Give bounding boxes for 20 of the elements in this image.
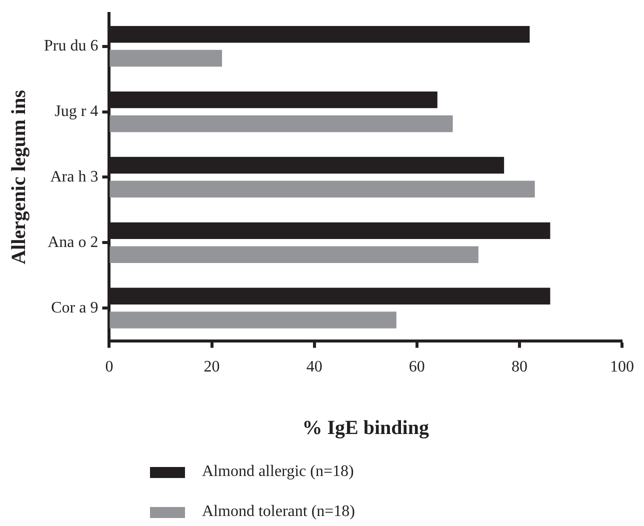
legend-label: Almond allergic (n=18): [202, 463, 354, 481]
bar: [110, 312, 396, 328]
bar: [110, 50, 222, 67]
bar: [110, 246, 478, 263]
x-tick-label: 60: [408, 358, 425, 376]
legend-label: Almond tolerant (n=18): [202, 503, 355, 521]
x-tick-label: 20: [204, 358, 220, 376]
y-tick-label: Ara h 3: [50, 168, 98, 186]
x-tick-label: 40: [306, 358, 322, 376]
x-tick-label: 100: [610, 358, 634, 376]
bar: [110, 180, 535, 198]
bar: [110, 115, 453, 132]
y-tick-label: Cor a 9: [51, 299, 98, 316]
x-axis-title: % IgE binding: [302, 417, 429, 440]
y-axis-title: Allergenic legum ins: [8, 90, 30, 264]
x-tick-label: 80: [511, 358, 528, 376]
y-tick-label: Ana o 2: [48, 234, 98, 251]
y-tick-label: Pru du 6: [44, 38, 98, 55]
y-tick-label: Jug r 4: [54, 102, 98, 120]
x-tick-label: 0: [105, 358, 114, 376]
